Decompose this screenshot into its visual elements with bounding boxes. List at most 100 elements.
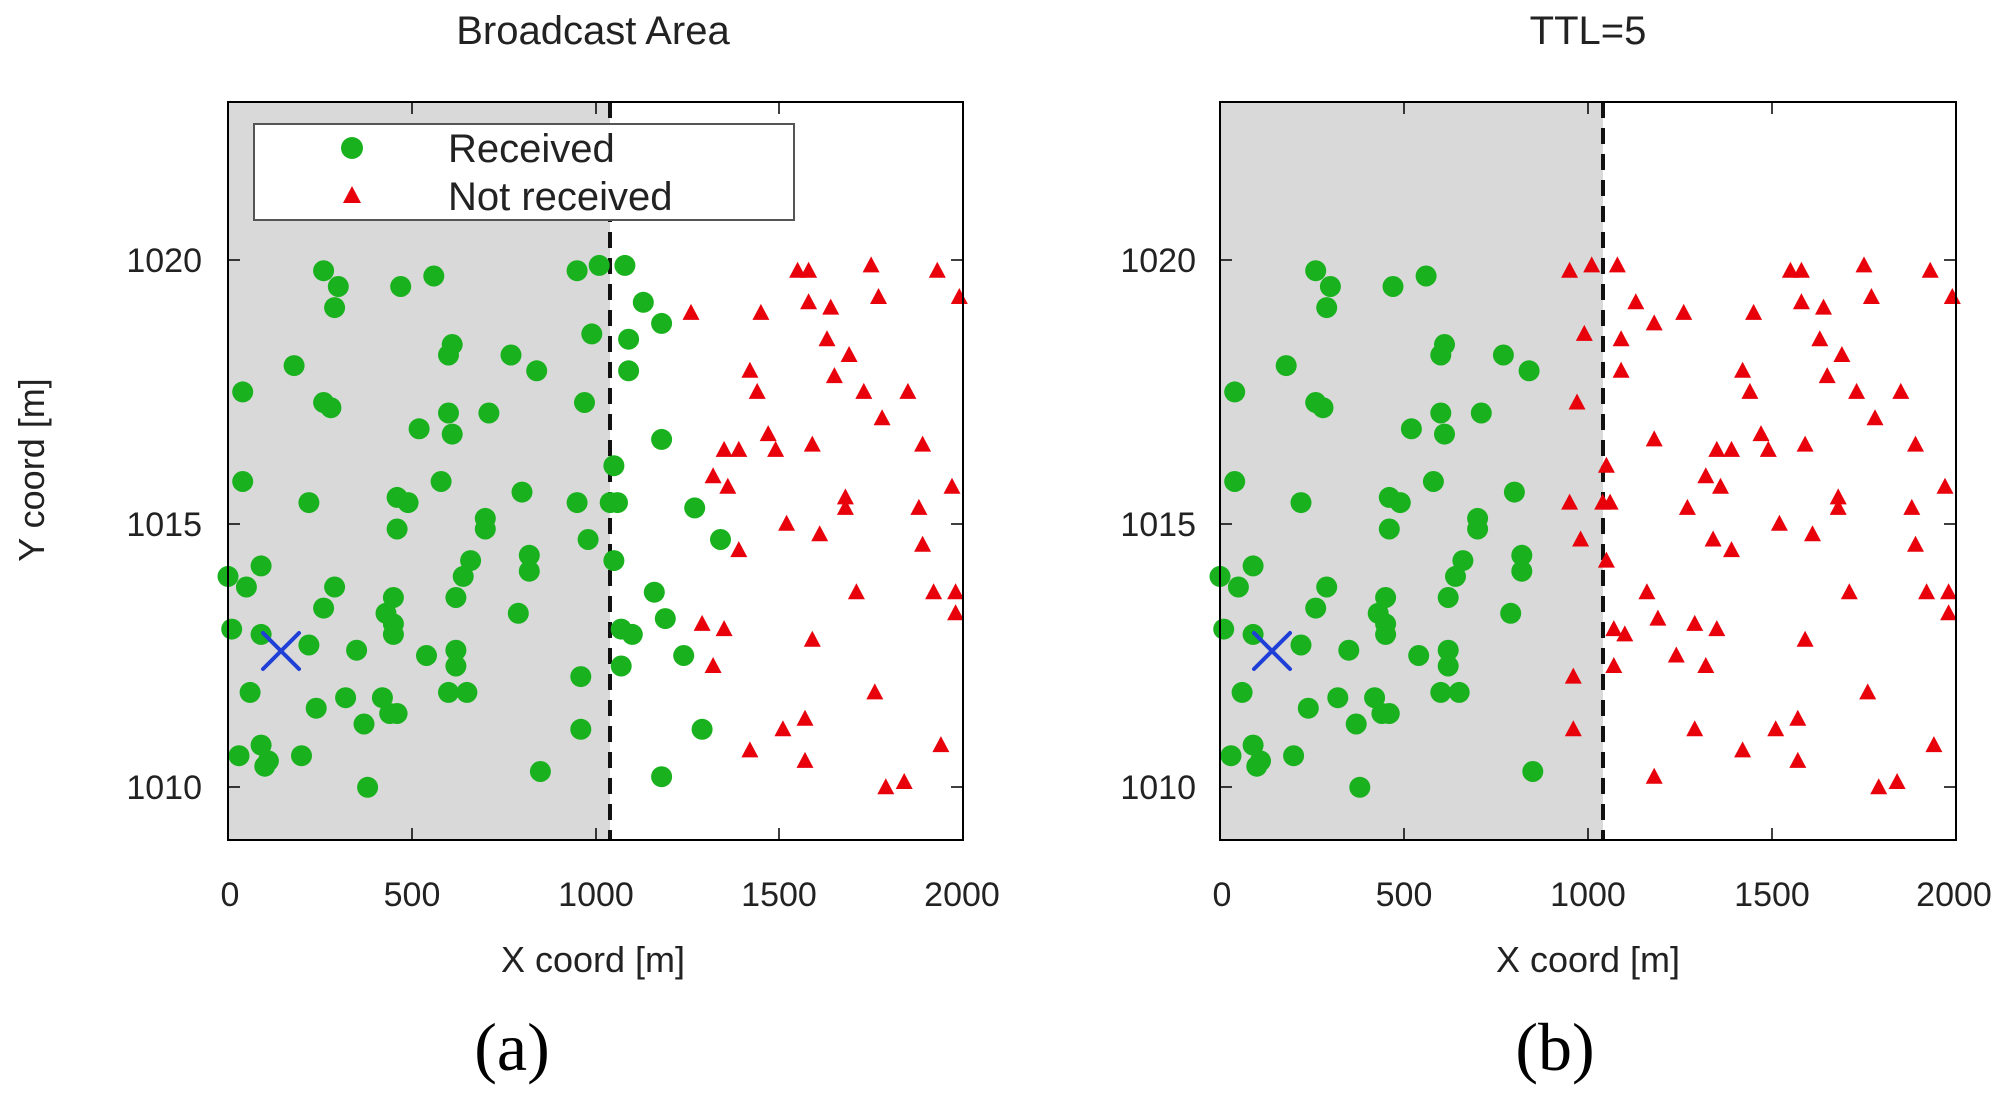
panel-b-not-received-point [1597, 456, 1615, 473]
panel-b-not-received-point [1638, 583, 1656, 600]
panel-a-not-received-point [730, 541, 748, 558]
panel-a-not-received-point [914, 435, 932, 452]
panel-a-not-received-point [752, 303, 770, 320]
panel-a-legend: Received Not received [253, 123, 795, 221]
panel-b-not-received-point [1855, 256, 1873, 273]
panel-b-not-received-point [1645, 430, 1663, 447]
panel-a-received-point [250, 623, 272, 645]
panel-b-title: TTL=5 [1530, 9, 1647, 53]
panel-b-not-received-point [1745, 303, 1763, 320]
panel-a-received-point [291, 745, 312, 767]
panel-a-not-received-point [818, 330, 836, 347]
panel-b-received-point [1400, 418, 1422, 440]
panel-a-received-point [320, 397, 342, 419]
panel-a-received-point [250, 734, 272, 756]
panel-b-received-point [1242, 734, 1264, 756]
panel-b-not-received-point [1796, 630, 1814, 647]
panel-a-received-point [423, 265, 445, 287]
panel-a-ytick-label-1020: 1020 [126, 242, 202, 280]
panel-a-received-point [566, 260, 588, 282]
panel-a-not-received-point [767, 440, 785, 457]
panel-b-not-received-point [1759, 440, 1777, 457]
panel-b-received-point [1492, 344, 1514, 366]
panel-b-received-point [1231, 681, 1253, 703]
panel-a-not-received-point [803, 435, 821, 452]
panel-b-not-received-point [1940, 604, 1958, 621]
panel-b-received-point [1319, 276, 1341, 297]
panel-b-not-received-point [1649, 609, 1667, 626]
panel-a-received-point [416, 645, 437, 666]
panel-b-not-received-point [1921, 261, 1939, 278]
panel-b-not-received-point [1686, 614, 1704, 631]
panel-b-received-point [1437, 655, 1459, 677]
panel-b-xlabel: X coord [m] [1496, 939, 1680, 980]
panel-a-not-received-point [789, 261, 807, 278]
panel-a-received-point [673, 645, 695, 666]
panel-b-not-received-point [1708, 620, 1726, 637]
panel-a-frame [227, 101, 964, 841]
panel-b-not-received-point [1678, 498, 1696, 515]
panel-a-received-point [232, 381, 254, 403]
panel-a-received-point [577, 529, 599, 550]
panel-b-not-received-point [1568, 393, 1586, 410]
panel-b-not-received-point [1675, 303, 1693, 320]
panel-b-not-received-point [1712, 477, 1729, 494]
panel-a-not-received-point [715, 440, 733, 457]
panel-a-received-point [283, 355, 305, 377]
panel-b-caption: (b) [1515, 1009, 1594, 1085]
panel-b-not-received-point [1572, 530, 1590, 547]
panel-a-not-received-point [873, 409, 891, 426]
panel-b-not-received-point [1792, 293, 1810, 310]
panel-a-xtick-label-0: 0 [221, 876, 240, 914]
panel-a-received-point [456, 681, 478, 703]
panel-a-received-point [651, 428, 673, 450]
panel-a-not-received-point [895, 773, 913, 789]
panel-b-received-point [1518, 360, 1540, 382]
panel-b-not-received-point [1723, 541, 1740, 558]
panel-a-received-point [298, 492, 320, 514]
panel-b-received-point [1430, 402, 1452, 424]
panel-b-not-received-point [1575, 324, 1593, 341]
panel-b-received-point [1305, 260, 1327, 282]
panel-a-not-received-point [925, 583, 943, 600]
panel-b-not-received-point [1704, 530, 1722, 547]
panel-a-received-point [570, 666, 592, 688]
panel-b-received-point [1242, 555, 1264, 577]
panel-b-not-received-point [1792, 261, 1810, 278]
panel-b-received-point [1290, 492, 1312, 514]
panel-b-received-point [1467, 518, 1489, 540]
panel-b-not-received-point [1833, 346, 1851, 362]
panel-a-not-received-point [840, 346, 858, 362]
panel-b-not-received-point [1616, 625, 1634, 642]
panel-a-not-received-point [847, 583, 865, 600]
panel-a-received-point [386, 703, 408, 724]
panel-a-not-received-point [759, 425, 777, 442]
panel-b-not-received-point [1564, 720, 1582, 737]
panel-a-received-point [239, 681, 261, 703]
panel-b-not-received-point [1667, 646, 1685, 663]
panel-a-not-received-point [704, 657, 722, 673]
panel-a-received-point [228, 745, 250, 767]
panel-b-not-received-point [1605, 657, 1623, 673]
panel-b-received-point [1408, 645, 1430, 666]
panel-a-legend-box [253, 123, 795, 221]
panel-b-received-point [1511, 560, 1533, 582]
panel-a-received-point [250, 555, 272, 577]
panel-a: Broadcast Area [11, 9, 1000, 1085]
panel-b-received-point [1345, 713, 1367, 735]
panel-b-received-point [1378, 703, 1400, 724]
panel-a-xtick-label-2000: 2000 [924, 876, 1000, 914]
panel-b-tick-labels: 0 500 1000 1500 2000 1010 1015 1020 [1120, 242, 1991, 914]
panel-b-received-point [1378, 518, 1400, 540]
panel-b-received-point [1349, 776, 1371, 798]
panel-a-ylabel: Y coord [m] [11, 378, 52, 561]
panel-a-shaded-region [228, 102, 610, 840]
panel-a-received-point [235, 576, 257, 598]
panel-a-received-point [324, 297, 346, 319]
panel-a-caption: (a) [474, 1009, 549, 1085]
panel-b-not-received-point [1829, 488, 1847, 505]
panel-a-received-point [441, 423, 463, 445]
panel-a-received-point [441, 334, 463, 355]
panel-a-not-received-point [870, 288, 887, 304]
panel-b-not-received-point [1608, 256, 1626, 273]
